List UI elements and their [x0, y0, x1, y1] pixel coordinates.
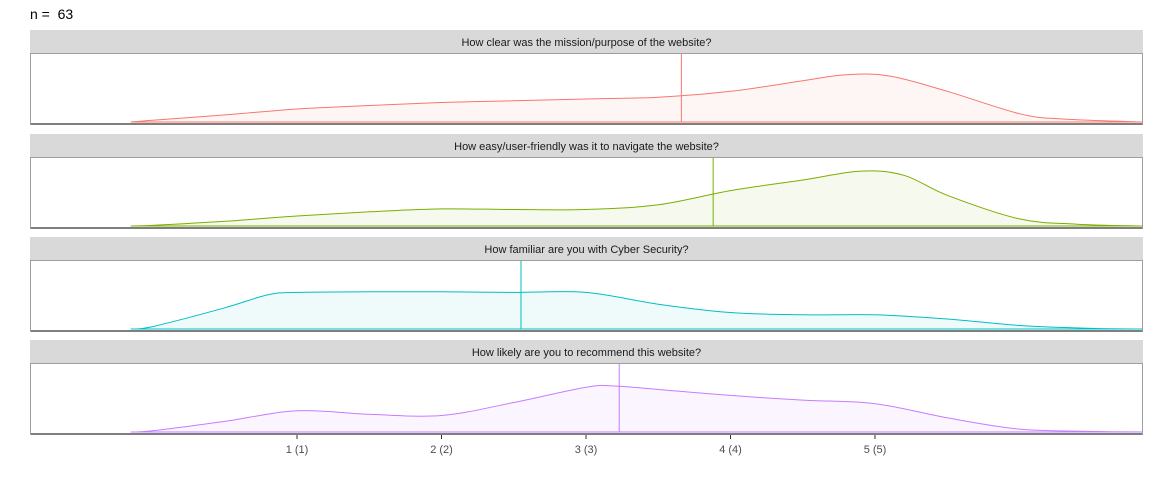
- panel-strip: [30, 237, 1143, 260]
- panel-title: How easy/user-friendly was it to navigat…: [454, 141, 719, 153]
- density-area: [130, 291, 1143, 330]
- density-curve: [130, 291, 1143, 330]
- x-axis-tick-label: 1 (1): [286, 444, 309, 456]
- density-area: [130, 385, 1143, 433]
- sample-size-label: n = 63: [30, 6, 73, 22]
- panel-strip: [30, 134, 1143, 157]
- x-axis-tick-label: 2 (2): [430, 444, 453, 456]
- panel-title: How clear was the mission/purpose of the…: [461, 37, 711, 49]
- panel-title: How likely are you to recommend this web…: [472, 347, 701, 359]
- x-axis-tick-label: 4 (4): [719, 444, 742, 456]
- density-curve: [130, 73, 1143, 123]
- density-area: [130, 170, 1143, 226]
- x-axis-tick-label: 5 (5): [864, 444, 887, 456]
- density-curve: [130, 170, 1143, 227]
- density-curve: [130, 384, 1143, 433]
- panel-strip: [30, 340, 1143, 363]
- sample-size-value: 63: [57, 6, 74, 22]
- density-area: [130, 74, 1143, 122]
- x-axis-tick-label: 3 (3): [575, 444, 598, 456]
- panel-title: How familiar are you with Cyber Security…: [484, 244, 688, 256]
- sample-size-prefix: n =: [30, 6, 50, 22]
- panel-strip: [30, 30, 1143, 53]
